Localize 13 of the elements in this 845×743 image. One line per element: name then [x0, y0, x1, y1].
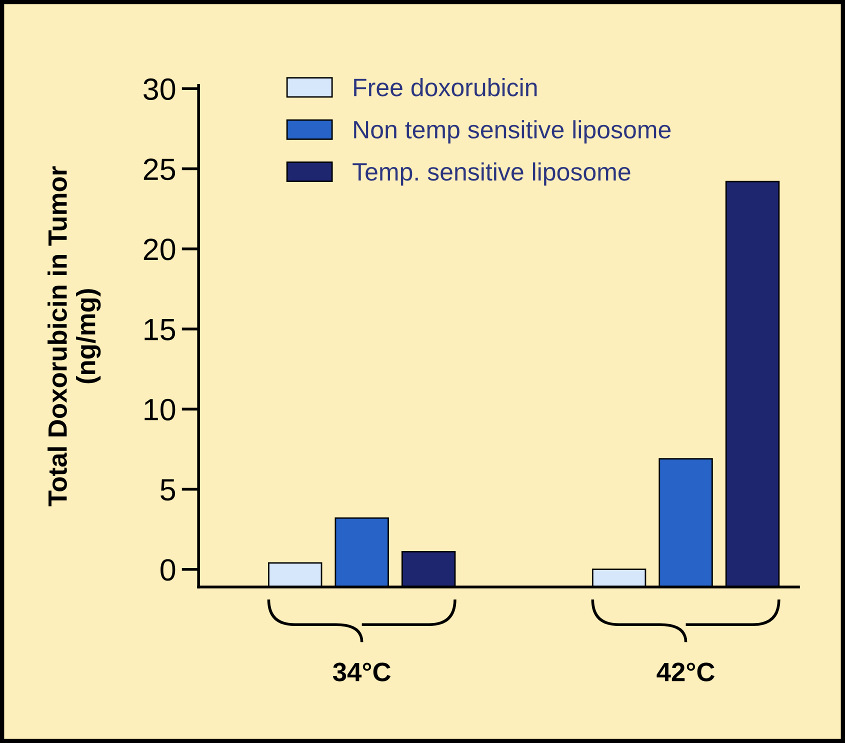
- y-axis-title: Total Doxorubicin in Tumor (ng/mg): [48, 166, 101, 506]
- x-tick-label: 34°C: [332, 662, 391, 682]
- x-tick-label: 42°C: [656, 662, 715, 682]
- y-tick-label: 30: [144, 78, 176, 100]
- legend-label: Free doxorubicin: [354, 78, 537, 96]
- y-tick-label: 25: [144, 158, 176, 180]
- y-tick-label: 10: [144, 398, 176, 420]
- y-tick-label: 0: [160, 559, 176, 581]
- legend-label: Temp. sensitive liposome: [352, 162, 630, 186]
- y-tick-label: 15: [144, 319, 176, 340]
- y-tick-label: 5: [160, 479, 176, 501]
- y-tick-label: 20: [144, 238, 176, 260]
- legend-label: Non temp sensitive liposome: [354, 120, 671, 144]
